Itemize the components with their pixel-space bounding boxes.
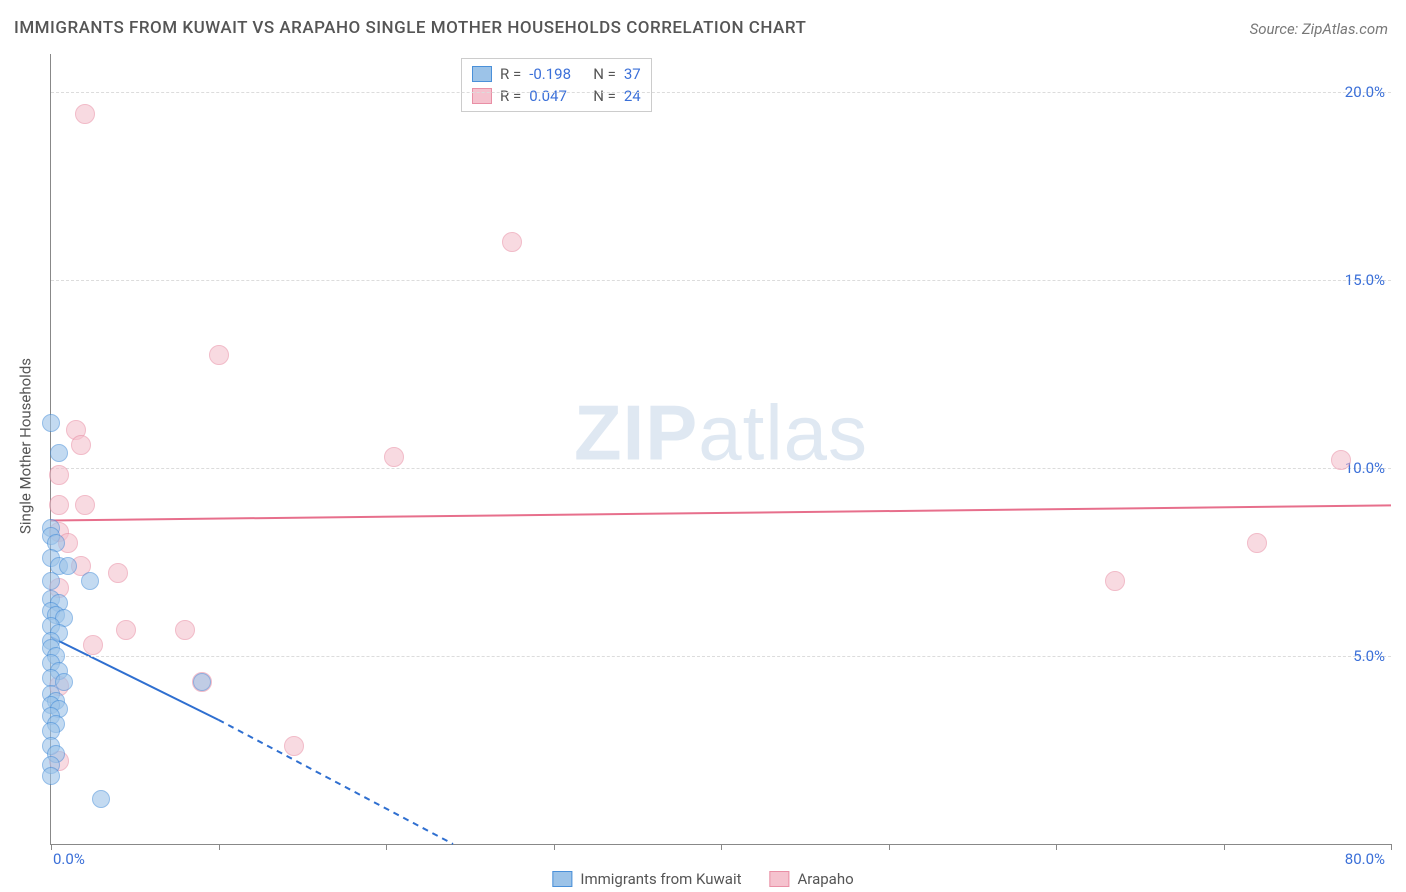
grid-line bbox=[51, 92, 1391, 93]
legend-row-blue: R = -0.198 N = 37 bbox=[472, 63, 641, 85]
source-attribution: Source: ZipAtlas.com bbox=[1250, 20, 1388, 38]
grid-line bbox=[51, 468, 1391, 469]
blue-marker bbox=[42, 767, 60, 785]
chart-title: IMMIGRANTS FROM KUWAIT VS ARAPAHO SINGLE… bbox=[14, 18, 806, 38]
x-tick-label: 0.0% bbox=[53, 850, 85, 868]
trend-line bbox=[51, 505, 1391, 520]
n-value-pink: 24 bbox=[624, 87, 641, 105]
legend-item-pink: Arapaho bbox=[770, 870, 854, 888]
pink-marker bbox=[502, 232, 522, 252]
pink-marker bbox=[1105, 571, 1125, 591]
x-tick bbox=[554, 844, 555, 850]
y-axis-label: Single Mother Households bbox=[17, 358, 35, 534]
pink-marker bbox=[284, 736, 304, 756]
blue-marker bbox=[81, 572, 99, 590]
pink-marker bbox=[1247, 533, 1267, 553]
pink-marker bbox=[83, 635, 103, 655]
blue-marker bbox=[59, 557, 77, 575]
blue-marker bbox=[42, 414, 60, 432]
x-tick bbox=[51, 844, 52, 850]
pink-marker bbox=[1331, 450, 1351, 470]
blue-marker bbox=[42, 572, 60, 590]
correlation-legend: R = -0.198 N = 37 R = 0.047 N = 24 bbox=[461, 58, 652, 112]
x-tick-label: 80.0% bbox=[1345, 850, 1385, 868]
series-legend: Immigrants from Kuwait Arapaho bbox=[552, 870, 853, 888]
legend-row-pink: R = 0.047 N = 24 bbox=[472, 85, 641, 107]
pink-marker bbox=[209, 345, 229, 365]
x-tick bbox=[219, 844, 220, 850]
pink-marker bbox=[49, 495, 69, 515]
y-tick-label: 10.0% bbox=[1345, 459, 1385, 477]
n-value-blue: 37 bbox=[624, 65, 641, 83]
x-tick bbox=[889, 844, 890, 850]
grid-line bbox=[51, 280, 1391, 281]
pink-marker bbox=[71, 435, 91, 455]
trend-line bbox=[219, 720, 454, 844]
r-value-blue: -0.198 bbox=[529, 65, 585, 83]
pink-marker bbox=[175, 620, 195, 640]
swatch-blue bbox=[552, 871, 572, 887]
plot-area: ZIPatlas R = -0.198 N = 37 R = 0.047 N =… bbox=[50, 54, 1391, 845]
swatch-pink bbox=[472, 88, 492, 104]
swatch-pink bbox=[770, 871, 790, 887]
x-tick bbox=[1056, 844, 1057, 850]
chart-container: IMMIGRANTS FROM KUWAIT VS ARAPAHO SINGLE… bbox=[0, 0, 1406, 892]
legend-label-pink: Arapaho bbox=[798, 870, 854, 888]
r-label: R = bbox=[500, 87, 521, 105]
pink-marker bbox=[49, 465, 69, 485]
n-label: N = bbox=[593, 87, 616, 105]
r-label: R = bbox=[500, 65, 521, 83]
legend-label-blue: Immigrants from Kuwait bbox=[580, 870, 741, 888]
pink-marker bbox=[75, 104, 95, 124]
blue-marker bbox=[50, 444, 68, 462]
grid-line bbox=[51, 656, 1391, 657]
x-tick bbox=[721, 844, 722, 850]
pink-marker bbox=[108, 563, 128, 583]
r-value-pink: 0.047 bbox=[529, 87, 585, 105]
legend-item-blue: Immigrants from Kuwait bbox=[552, 870, 741, 888]
trend-lines bbox=[51, 54, 1391, 844]
n-label: N = bbox=[593, 65, 616, 83]
x-tick bbox=[1224, 844, 1225, 850]
y-tick-label: 20.0% bbox=[1345, 83, 1385, 101]
swatch-blue bbox=[472, 66, 492, 82]
y-tick-label: 15.0% bbox=[1345, 271, 1385, 289]
y-tick-label: 5.0% bbox=[1353, 647, 1385, 665]
pink-marker bbox=[75, 495, 95, 515]
blue-marker bbox=[92, 790, 110, 808]
pink-marker bbox=[116, 620, 136, 640]
pink-marker bbox=[384, 447, 404, 467]
x-tick bbox=[386, 844, 387, 850]
blue-marker bbox=[193, 673, 211, 691]
x-tick bbox=[1391, 844, 1392, 850]
